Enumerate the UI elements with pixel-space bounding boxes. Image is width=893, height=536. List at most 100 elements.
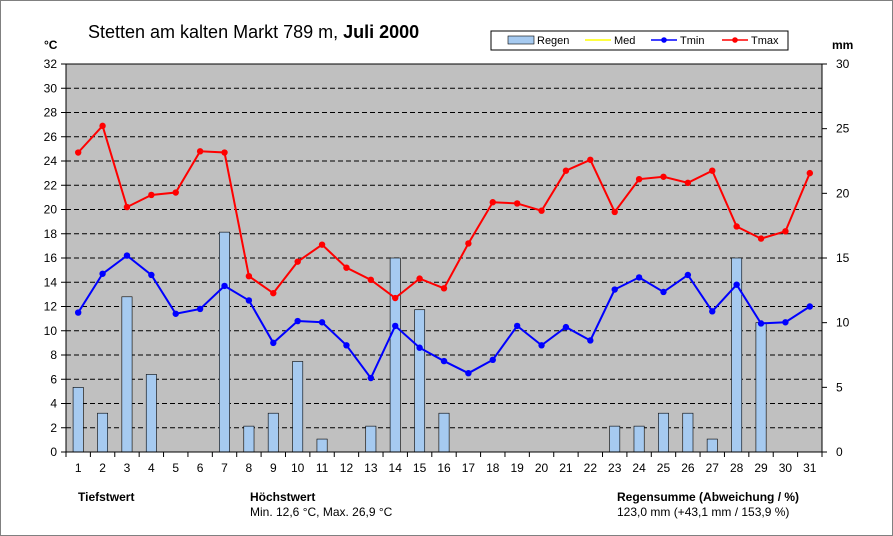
x-tick-label: 30 (779, 461, 793, 475)
tmin-point (172, 310, 179, 317)
x-tick-label: 22 (584, 461, 598, 475)
x-tick-label: 1 (75, 461, 82, 475)
x-tick-label: 24 (632, 461, 646, 475)
tmin-point (221, 282, 228, 290)
tmin-point (782, 319, 789, 326)
left-tick-label: 2 (50, 421, 57, 435)
tmin-point (465, 369, 472, 377)
x-tick-label: 25 (657, 461, 671, 475)
x-tick-label: 21 (559, 461, 573, 475)
x-tick-label: 11 (316, 461, 329, 475)
x-tick-label: 18 (486, 461, 500, 475)
x-tick-label: 3 (124, 461, 131, 475)
tmax-point (562, 167, 570, 174)
legend-med-label: Med (614, 35, 635, 47)
axes: 0246810121416182022242628303205101520253… (44, 57, 850, 475)
tmax-point (99, 122, 106, 130)
x-tick-label: 14 (389, 461, 403, 475)
tmax-point (489, 199, 496, 206)
left-tick-label: 10 (44, 324, 58, 338)
tmax-point (733, 223, 740, 230)
left-tick-label: 12 (44, 300, 58, 314)
rain-bar (97, 412, 109, 453)
tmin-point (123, 252, 131, 259)
tiefstwert-label: Tiefstwert (78, 490, 135, 504)
left-tick-label: 24 (44, 154, 58, 168)
tmin-point (733, 281, 740, 288)
left-tick-label: 26 (44, 130, 58, 144)
tmin-point (148, 271, 155, 279)
title-station: Stetten am kalten Markt 789 m, (88, 22, 344, 42)
tmax-point (635, 175, 643, 183)
tmax-point (587, 156, 594, 163)
tmax-point (367, 276, 375, 284)
legend-rain-swatch (507, 35, 535, 45)
left-tick-label: 30 (44, 81, 58, 95)
hoechstwert-label: Höchstwert (250, 490, 316, 504)
x-tick-label: 8 (246, 461, 253, 475)
right-tick-label: 30 (836, 57, 850, 71)
tmax-point (440, 285, 448, 292)
tmin-point (440, 357, 448, 365)
tmin-point (294, 317, 301, 325)
temperature-lines (74, 122, 814, 382)
tmin-point (587, 337, 594, 344)
legend-box (490, 30, 789, 51)
tmin-point (367, 374, 375, 382)
tmin-point (684, 271, 692, 279)
left-tick-label: 14 (44, 275, 58, 289)
right-axis-unit: mm (832, 38, 854, 52)
tmax-point (148, 191, 155, 199)
rain-bar (316, 438, 328, 453)
rain-bar (755, 322, 767, 453)
x-tick-label: 19 (510, 461, 524, 475)
rain-bar (682, 412, 694, 453)
x-tick-label: 12 (340, 461, 354, 475)
tmin-point (196, 305, 204, 313)
left-tick-label: 18 (44, 227, 58, 241)
x-tick-label: 17 (462, 461, 476, 475)
tmin-point (660, 288, 667, 296)
x-tick-label: 16 (437, 461, 451, 475)
tmin-point (489, 356, 496, 364)
tmin-point (343, 342, 350, 349)
tmin-point (806, 303, 814, 310)
x-tick-label: 15 (413, 461, 427, 475)
chart-title: Stetten am kalten Markt 789 m, Juli 2000 (88, 22, 419, 43)
right-tick-label: 5 (836, 380, 843, 394)
tmax-point (318, 241, 326, 248)
tmax-point (416, 275, 423, 282)
rain-bars (72, 231, 767, 453)
tmax-point (392, 294, 399, 302)
tmin-point (99, 270, 106, 277)
x-tick-label: 28 (730, 461, 744, 475)
tmax-point (465, 240, 472, 247)
tmin-point (635, 274, 643, 281)
tmin-point (513, 322, 521, 330)
x-tick-label: 5 (172, 461, 179, 475)
x-tick-label: 31 (803, 461, 817, 475)
legend-rain-label: Regen (537, 35, 569, 47)
left-tick-label: 28 (44, 106, 58, 120)
legend-tmin-marker (661, 37, 667, 43)
left-tick-label: 4 (50, 397, 57, 411)
rain-bar (706, 438, 718, 453)
tmax-point (221, 149, 228, 156)
rain-bar (292, 361, 304, 453)
legend: Regen Med Tmin Tmax (490, 30, 789, 51)
tmax-point (684, 179, 692, 187)
right-tick-label: 20 (836, 186, 850, 200)
tmin-point (611, 286, 618, 293)
rain-bar (72, 387, 84, 453)
legend-tmax-marker (732, 37, 738, 43)
left-tick-label: 20 (44, 203, 58, 217)
tmax-point (709, 167, 716, 174)
tmin-point (757, 320, 765, 327)
left-tick-label: 32 (44, 57, 58, 71)
tmax-point (123, 203, 131, 211)
tmin-point (318, 319, 326, 326)
tmin-point (538, 342, 545, 349)
regensumme-value: 123,0 mm (+43,1 mm / 153,9 %) (617, 505, 790, 519)
tmin-point (562, 323, 570, 331)
tmax-point (343, 264, 350, 271)
